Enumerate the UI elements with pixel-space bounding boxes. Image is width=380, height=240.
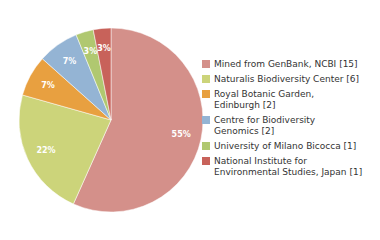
- svg-text:7%: 7%: [41, 81, 55, 90]
- html-text:Mined from GenBank, NCBI [15]: Mined from GenBank, NCBI [15]: [214, 58, 358, 69]
- svg-text:7%: 7%: [63, 57, 77, 66]
- html-text:Centre for Biodiversity: Centre for Biodiversity: [214, 114, 316, 125]
- svg-text:3%: 3%: [97, 44, 111, 53]
- svg-text:22%: 22%: [36, 146, 55, 155]
- html-text:Royal Botanic Garden,: Royal Botanic Garden,: [214, 88, 315, 99]
- html-text:National Institute for: National Institute for: [214, 155, 307, 166]
- html-text:Environmental Studies, Japan [: Environmental Studies, Japan [1]: [214, 166, 363, 177]
- svg-text:55%: 55%: [172, 130, 191, 139]
- html-text:Edinburgh [2]: Edinburgh [2]: [214, 99, 276, 110]
- svg-text:3%: 3%: [84, 47, 98, 56]
- html-text:University of Milano Bicocca [: University of Milano Bicocca [1]: [214, 140, 357, 151]
- html-text:Naturalis Biodiversity Center: Naturalis Biodiversity Center [6]: [214, 73, 359, 84]
- html-text:Genomics [2]: Genomics [2]: [214, 125, 275, 136]
